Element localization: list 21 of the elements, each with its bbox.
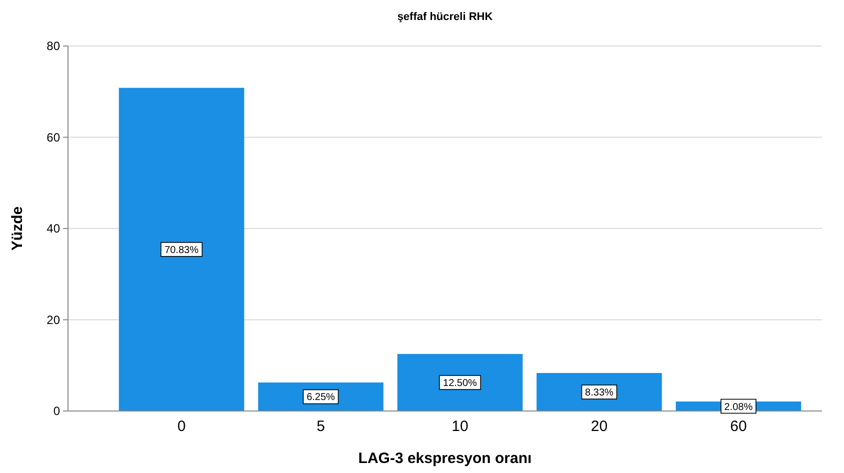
x-tick-label: 10 [452,418,468,435]
x-tick-label: 60 [730,418,747,435]
x-tick-label: 0 [177,418,186,435]
y-tick-label: 0 [53,404,60,418]
y-tick-label: 80 [46,39,60,54]
data-label: 70.83% [164,244,199,256]
bar [118,88,244,411]
y-tick-label: 40 [46,222,60,236]
bar [397,354,523,411]
chart-title: şeffaf hücreli RHK [397,11,493,23]
y-tick-label: 20 [46,312,60,327]
data-label: 8.33% [585,387,614,398]
x-tick-label: 5 [316,418,325,435]
y-axis-title: Yüzde [9,206,26,251]
data-label: 2.08% [724,402,753,413]
data-label: 12.50% [443,378,478,389]
bar [536,372,662,411]
y-tick-label: 60 [46,130,60,144]
x-tick-label: 20 [590,418,608,435]
x-axis-title: LAG-3 ekspresyon oranı [358,450,532,467]
data-label: 6.25% [306,392,336,404]
